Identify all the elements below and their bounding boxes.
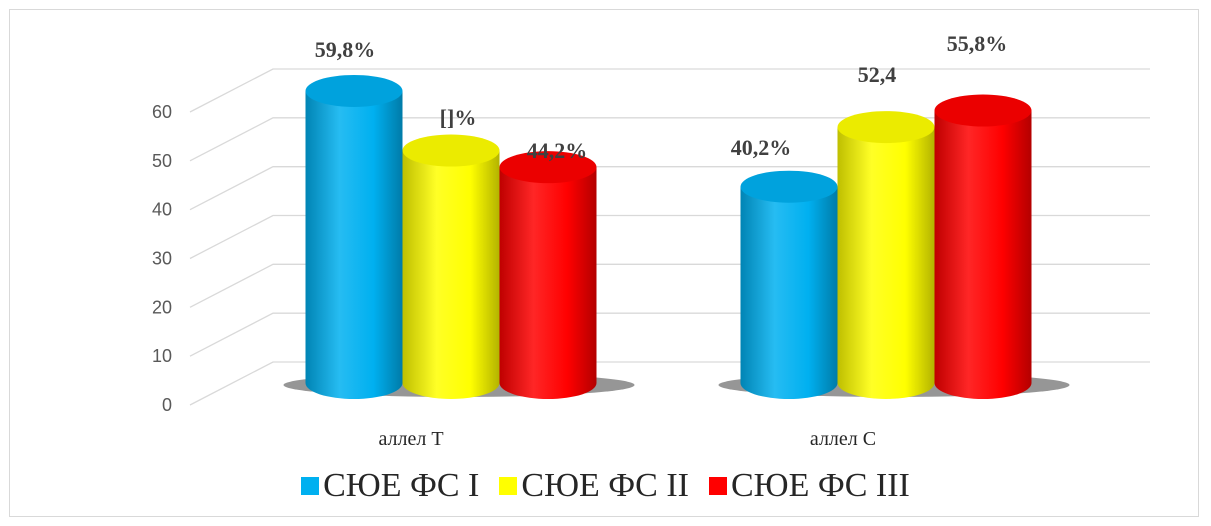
y-tick-label: 20 bbox=[152, 297, 172, 317]
data-label: 59,8% bbox=[315, 37, 376, 62]
y-tick-label: 30 bbox=[152, 249, 172, 269]
legend-label: СЮЕ ФС III bbox=[730, 467, 910, 504]
bar bbox=[837, 111, 935, 399]
bar-body bbox=[740, 186, 838, 399]
bar bbox=[402, 134, 500, 399]
y-axis: 0 10 20 30 40 50 60 bbox=[152, 102, 172, 415]
bar-body bbox=[499, 167, 597, 399]
y-tick-label: 60 bbox=[152, 102, 172, 122]
data-label: 52,4 bbox=[858, 62, 897, 87]
bar-body bbox=[402, 150, 500, 399]
bars bbox=[305, 74, 1032, 399]
bar-top bbox=[499, 151, 597, 184]
legend-item: СЮЕ ФС III bbox=[708, 466, 910, 506]
legend-swatch bbox=[499, 477, 518, 495]
data-label: []% bbox=[440, 105, 477, 130]
y-tick-label: 0 bbox=[162, 395, 172, 415]
data-label: 55,8% bbox=[947, 31, 1008, 56]
legend-item: СЮЕ ФС II bbox=[499, 466, 689, 506]
x-axis: аллел Т аллел С bbox=[378, 428, 876, 450]
bar bbox=[305, 74, 403, 399]
bar-top bbox=[837, 111, 935, 144]
y-tick-label: 10 bbox=[152, 346, 172, 366]
bar-top bbox=[934, 94, 1032, 127]
bar-body bbox=[837, 127, 935, 399]
legend-swatch bbox=[708, 477, 727, 495]
bar-top bbox=[305, 74, 403, 107]
legend: СЮЕ ФС I СЮЕ ФС II СЮЕ ФС III bbox=[0, 466, 1211, 506]
y-tick-label: 50 bbox=[152, 151, 172, 171]
x-tick-label: аллел С bbox=[810, 428, 876, 450]
bar bbox=[740, 170, 838, 399]
bar-top bbox=[402, 134, 500, 167]
legend-swatch bbox=[301, 477, 320, 495]
bar-body bbox=[934, 110, 1032, 399]
bar bbox=[934, 94, 1032, 399]
data-label: 40,2% bbox=[731, 135, 792, 160]
x-tick-label: аллел Т bbox=[378, 428, 443, 450]
bar-body bbox=[305, 90, 403, 399]
legend-label: СЮЕ ФС I bbox=[323, 467, 480, 504]
legend-label: СЮЕ ФС II bbox=[521, 467, 689, 504]
y-tick-label: 40 bbox=[152, 200, 172, 220]
gridline bbox=[189, 68, 1150, 113]
bar-top bbox=[740, 170, 838, 203]
data-labels: 59,8% []% 44,2% 40,2% 52,4 55,8% bbox=[315, 31, 1008, 163]
bar bbox=[499, 151, 597, 399]
legend-item: СЮЕ ФС I bbox=[301, 466, 479, 506]
data-label: 44,2% bbox=[527, 138, 588, 163]
